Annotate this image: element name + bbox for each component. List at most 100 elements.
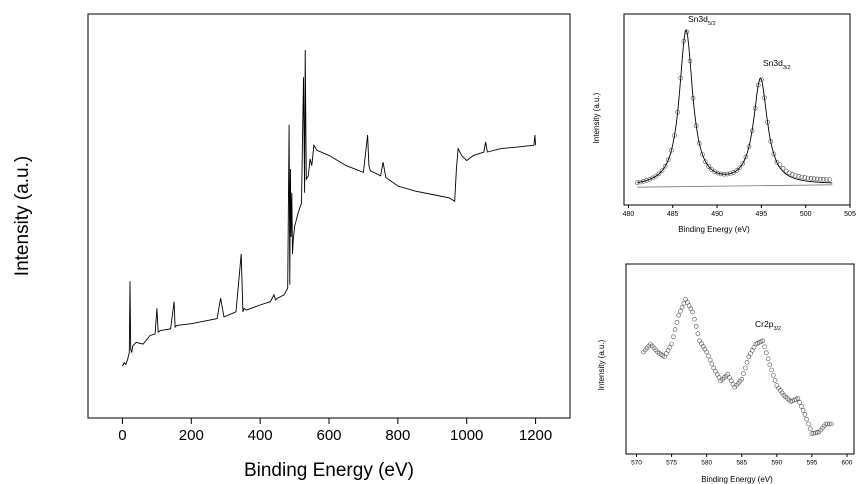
cr2p-data-point: [797, 400, 802, 405]
cr2p-data-point: [772, 378, 778, 383]
cr2p-x-tick-label: 595: [806, 460, 817, 467]
sn3d-data-point: [665, 157, 671, 163]
sn3d-data-point: [706, 164, 711, 169]
sn3d-x-ticks: 480 485 490 495 500 505: [623, 205, 856, 218]
cr2p-x-tick-label: 590: [771, 460, 782, 467]
sn3d-data-point: [709, 167, 715, 172]
cr2p-data-point: [799, 404, 804, 409]
sn3d-y-axis-label: Intensity (a.u.): [592, 92, 601, 143]
cr2p-inset: 570 575 580 585 590 595 600 Cr2p3/2 Binding En…: [597, 263, 855, 484]
cr2p-data-point: [709, 361, 715, 367]
cr2p-data-point: [695, 331, 701, 336]
survey-chart: 0 200 400 600 800 1000 1200 Binding Energy (eV…: [12, 13, 571, 481]
cr2p-data-point: [676, 312, 681, 318]
sn3d-data-point: [811, 176, 817, 181]
sn3d-x-tick-label: 480: [623, 211, 635, 218]
cr2p-data-point: [813, 430, 818, 436]
sn3d-data-point: [653, 173, 659, 179]
cr2p-data-point: [814, 430, 820, 435]
survey-plot-frame: [87, 13, 571, 419]
sn3d-baseline: [637, 184, 833, 188]
cr2p-data-point: [806, 421, 811, 427]
survey-x-tick-label: 1000: [450, 427, 483, 444]
cr2p-data-point: [693, 324, 699, 329]
cr2p-data-point: [678, 308, 683, 314]
cr2p-data-point: [744, 360, 750, 365]
cr2p-data-point: [802, 412, 808, 417]
sn3d-data-point: [659, 168, 665, 173]
cr2p-data-point: [795, 396, 801, 401]
cr2p-data-point: [825, 421, 831, 427]
sn3d-data-point: [712, 169, 718, 174]
cr2p-x-ticks: 570 575 580 585 590 595 600: [631, 454, 853, 467]
sn3d-x-axis-label: Binding Energy (eV): [678, 225, 750, 234]
survey-x-axis-label: Binding Energy (eV): [244, 460, 414, 481]
sn3d-data-point: [796, 174, 801, 179]
cr2p-x-tick-label: 580: [701, 460, 712, 467]
sn3d-data-point: [808, 176, 814, 181]
sn3d-data-point: [647, 177, 653, 182]
sn3d-data-point: [656, 171, 662, 177]
sn3d-data-point: [824, 177, 829, 182]
survey-x-tick-label: 1200: [519, 427, 552, 444]
sn3d-peak-label-1: Sn3d5/2: [688, 14, 716, 27]
sn3d-data-point: [669, 148, 674, 153]
survey-x-tick-label: 200: [179, 427, 204, 444]
sn3d-data-point: [786, 170, 792, 176]
cr2p-x-tick-label: 575: [666, 460, 677, 467]
cr2p-data-point: [762, 344, 767, 350]
cr2p-data-point: [827, 421, 832, 427]
sn3d-plot-frame: [623, 13, 851, 206]
cr2p-x-tick-label: 570: [631, 460, 642, 467]
cr2p-data-point: [707, 357, 713, 363]
sn3d-data-point: [662, 163, 668, 169]
cr2p-data-point: [681, 300, 687, 306]
survey-x-tick-label: 800: [385, 427, 410, 444]
sn3d-data-point: [817, 176, 823, 182]
sn3d-peak-label-2: Sn3d3/2: [763, 58, 791, 71]
sn3d-data-point: [827, 177, 832, 182]
cr2p-data-point: [804, 416, 809, 422]
survey-x-tick-label: 0: [118, 427, 126, 444]
cr2p-data-point: [800, 408, 806, 413]
cr2p-data-point: [692, 316, 697, 322]
sn3d-fit-line: [637, 29, 833, 184]
sn3d-data-point: [700, 152, 705, 157]
cr2p-data-point: [674, 320, 680, 325]
cr2p-data-point: [809, 431, 815, 436]
cr2p-data-point: [765, 356, 771, 362]
cr2p-data-point: [672, 327, 678, 332]
cr2p-data-point: [671, 334, 676, 340]
sn3d-data-point: [799, 174, 805, 180]
sn3d-data-point: [802, 175, 808, 180]
cr2p-data-point: [807, 426, 813, 432]
sn3d-data-point: [734, 168, 739, 173]
sn3d-data-point: [814, 176, 820, 182]
sn3d-x-tick-label: 500: [800, 211, 812, 218]
sn3d-data-point: [644, 178, 649, 183]
sn3d-data-point: [793, 173, 798, 178]
cr2p-data-point: [704, 349, 710, 355]
cr2p-data-point: [763, 350, 769, 356]
cr2p-x-axis-label: Binding Energy (eV): [701, 475, 773, 484]
cr2p-data-point: [742, 365, 748, 371]
cr2p-data-point: [690, 309, 695, 315]
sn3d-inset: 480 485 490 495 500 505 Sn3d5/2 Sn3d3/2 Bindi…: [592, 13, 856, 234]
cr2p-peak-label: Cr2p3/2: [755, 319, 781, 332]
cr2p-data-point: [823, 421, 829, 427]
sn3d-data-points: [634, 29, 832, 185]
sn3d-data-point: [805, 175, 811, 181]
cr2p-data-point: [706, 353, 711, 359]
sn3d-data-point: [790, 172, 795, 177]
survey-x-tick-label: 400: [248, 427, 273, 444]
survey-x-ticks: 0 200 400 600 800 1000 1200: [118, 418, 552, 444]
sn3d-data-point: [740, 161, 746, 166]
survey-spectrum-line: [122, 49, 537, 367]
cr2p-data-points: [641, 296, 834, 436]
sn3d-data-point: [774, 160, 780, 165]
sn3d-data-point: [715, 170, 721, 176]
cr2p-x-tick-label: 585: [736, 460, 747, 467]
cr2p-data-point: [679, 304, 685, 310]
cr2p-data-point: [769, 367, 774, 373]
